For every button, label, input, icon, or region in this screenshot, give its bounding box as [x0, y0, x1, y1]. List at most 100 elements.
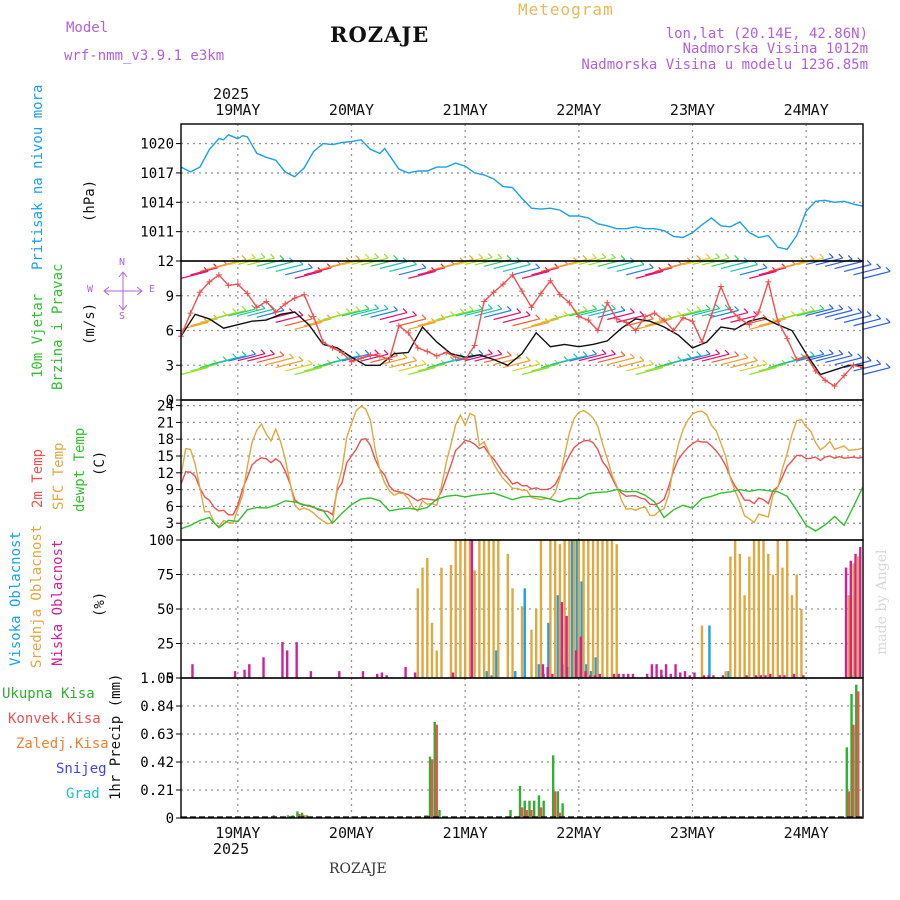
wind-barb [218, 354, 247, 364]
year-label-top: 2025 [213, 85, 250, 103]
clouds-cloud_mid-bar [449, 564, 453, 678]
clouds-cloud_mid-bar [795, 574, 798, 678]
wind-barb-tick [487, 349, 493, 355]
wind-barb [730, 314, 758, 323]
wind-barb [502, 263, 531, 273]
clouds-cloud_low-bar [295, 642, 298, 678]
clouds-cloud_low-bar [574, 650, 578, 678]
wind-barb [247, 353, 275, 362]
wind-barb [370, 354, 398, 364]
wind-gust-marker [414, 344, 421, 351]
clouds-cloud_mid-bar [582, 540, 585, 678]
wind-barb [559, 354, 588, 364]
precip-precip_total-bar [556, 791, 560, 818]
compass-south: S [119, 311, 126, 322]
wind-barb [531, 267, 559, 276]
wind-barb-tick [364, 304, 370, 310]
clouds-cloud_mid-bar [601, 540, 604, 678]
wind-gust-marker [670, 327, 677, 334]
clouds-cloud_mid-bar [492, 540, 495, 678]
wind-barb-tick [866, 311, 872, 316]
wind-gust-marker [727, 306, 734, 313]
data-layer [178, 133, 866, 818]
clouds-cloud_low-bar [285, 650, 289, 678]
wind-barb [720, 261, 749, 270]
wind-barb-tick [241, 351, 247, 356]
clouds-cloud_low-bar [612, 673, 616, 678]
wind-barb-tick [696, 351, 702, 356]
wind-barb-tick [715, 304, 721, 309]
wind-barb-tick [279, 351, 285, 356]
clouds-cloud_low-bar [584, 671, 587, 678]
wind-barb [616, 263, 645, 273]
wind-gust-marker [774, 318, 781, 325]
wind-barb-tick [809, 305, 815, 311]
temperature-ytick-label: 24 [157, 399, 174, 415]
wind-barb-tick [270, 304, 275, 310]
clouds-cloud_low-bar [844, 567, 848, 678]
wind-barb [673, 354, 701, 364]
clouds-cloud_low-bar [626, 673, 630, 678]
wind-barb [512, 267, 540, 276]
precip-precip_total-bar [561, 803, 564, 818]
wind-gust-marker [433, 352, 440, 359]
wind-barb [398, 318, 427, 327]
clouds-cloud_high-bar [708, 625, 711, 678]
clouds-ytick-label: 0 [166, 671, 174, 687]
wind-barb [531, 318, 559, 327]
day-label-bottom: 20MAY [329, 824, 374, 842]
wind-barb [483, 309, 512, 318]
wind-barb [408, 270, 436, 279]
wind-barb [578, 353, 607, 362]
precip-precip_conv-bar [298, 814, 301, 818]
precip-precip_total-bar [428, 756, 432, 818]
precip-precip_conv-bar [553, 791, 557, 818]
wind-barb-tick [298, 356, 304, 362]
precip-precip_total-bar [845, 747, 848, 818]
clouds-cloud_mid-bar [421, 567, 424, 678]
precip-precip_conv-bar [520, 807, 524, 818]
wind-barb-tick [288, 353, 294, 359]
clouds-cloud_mid-bar [520, 606, 524, 678]
wind-gust-marker [528, 304, 535, 311]
frame-layer [176, 123, 864, 819]
precip-ytick-label: 0.84 [140, 699, 174, 715]
wind-barb [730, 360, 758, 369]
temperature-temp_2m-line [180, 437, 864, 517]
wind-gust-marker [424, 348, 431, 355]
precip-precip_conv-bar [857, 691, 860, 818]
wind-barb [853, 267, 881, 276]
wind-barb-tick [762, 359, 768, 365]
wind-gust-marker [263, 298, 270, 305]
wind-barb-tick [857, 308, 863, 314]
wind-gust-marker [301, 291, 308, 298]
temperature-ytick-label: 21 [157, 415, 174, 431]
day-label-top: 21MAY [443, 101, 488, 119]
wind-barb [228, 353, 256, 362]
wind-gust-marker [632, 327, 639, 334]
wind-barb-tick [620, 351, 626, 356]
wind-gust-marker [822, 377, 829, 384]
wind-gust-marker [717, 283, 724, 290]
clouds-cloud_low-bar [579, 636, 583, 678]
wind-barb [360, 308, 389, 317]
wind-barb [285, 318, 313, 327]
clouds-cloud_mid-bar [482, 540, 486, 678]
precip-precip_total-bar [850, 694, 853, 818]
wind-barb-tick [611, 253, 616, 259]
precip-precip_conv-bar [847, 791, 850, 818]
wind-barb-tick [307, 314, 313, 320]
station-title: ROZAJE [330, 22, 430, 47]
wind-barb-tick [307, 359, 313, 365]
wind-gust-marker [556, 291, 563, 298]
clouds-cloud_low-bar [622, 673, 625, 678]
wind-barb-tick [762, 314, 768, 320]
precip-ytick-label: 0.21 [140, 783, 174, 799]
wind-barb-tick [847, 254, 853, 260]
wind-gust-marker [841, 372, 848, 379]
wind-barb [398, 267, 427, 276]
wind-gust-marker [509, 271, 516, 278]
wind-barb [853, 363, 881, 372]
wind-barb-tick [355, 254, 361, 260]
wind-barb-tick [838, 253, 844, 259]
